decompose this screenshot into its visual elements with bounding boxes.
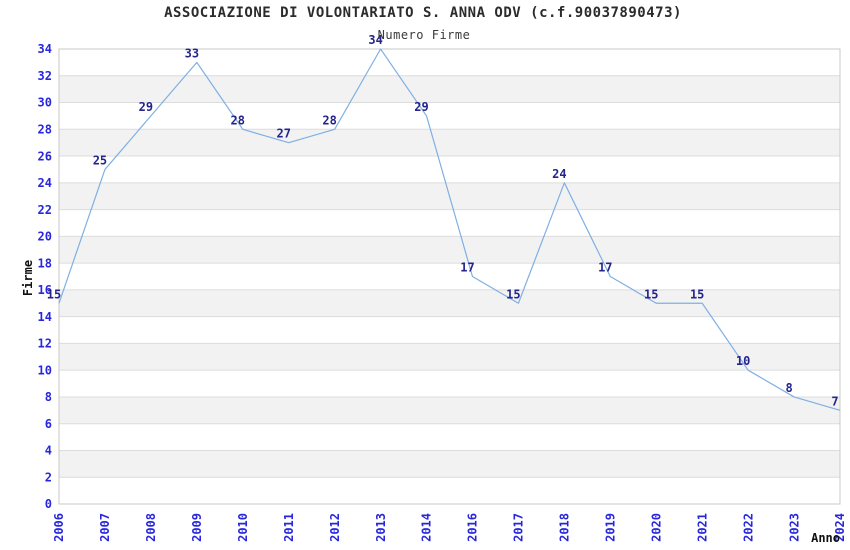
plot-band (59, 370, 840, 397)
plot-band (59, 423, 840, 451)
chart-title: ASSOCIAZIONE DI VOLONTARIATO S. ANNA ODV… (164, 5, 682, 21)
series-line (58, 48, 841, 411)
y-tick-label: 10 (38, 363, 52, 377)
data-point-label: 24 (552, 167, 566, 181)
y-tick-label: 4 (45, 444, 52, 458)
x-tick-label: 2011 (282, 513, 296, 542)
plot-band (59, 236, 840, 264)
data-point-label: 15 (506, 287, 520, 301)
data-point-label: 17 (598, 261, 612, 275)
plot-band (59, 209, 840, 237)
plot-frame (58, 48, 841, 505)
x-tick-label: 2022 (741, 513, 755, 542)
y-tick-label: 24 (38, 176, 52, 190)
data-point-label: 15 (47, 287, 61, 301)
chart-subtitle: Numero Firme (377, 28, 471, 42)
data-point-label: 34 (368, 33, 382, 47)
plot-band (59, 396, 840, 424)
x-tick-label: 2024 (833, 513, 847, 542)
x-tick-label: 2009 (190, 513, 204, 542)
data-point-label: 8 (785, 381, 792, 395)
plot-band (59, 49, 840, 76)
y-tick-label: 26 (38, 149, 52, 163)
plot-band (59, 75, 840, 103)
x-axis-title: Anno (811, 531, 840, 545)
plot-band (59, 343, 840, 371)
x-tick-label: 2020 (649, 513, 663, 542)
x-tick-label: 2006 (52, 513, 66, 542)
plot-band (59, 263, 840, 290)
x-tick-label: 2019 (603, 513, 617, 542)
x-tick-label: 2014 (420, 513, 434, 542)
data-point-label: 15 (644, 287, 658, 301)
data-point-label: 29 (139, 100, 153, 114)
x-tick-label: 2012 (328, 513, 342, 542)
y-tick-label: 12 (38, 337, 52, 351)
y-tick-label: 0 (45, 497, 52, 511)
plot-band (59, 450, 840, 478)
data-point-label: 17 (460, 261, 474, 275)
plot-band (59, 102, 840, 130)
y-tick-label: 30 (38, 96, 52, 110)
x-tick-label: 2016 (466, 513, 480, 542)
plot-band (59, 289, 840, 317)
y-tick-label: 32 (38, 69, 52, 83)
data-point-label: 27 (276, 127, 290, 141)
x-tick-label: 2010 (236, 513, 250, 542)
y-tick-label: 2 (45, 470, 52, 484)
y-tick-label: 14 (38, 310, 52, 324)
x-tick-label: 2023 (787, 513, 801, 542)
y-tick-label: 20 (38, 230, 52, 244)
x-tick-label: 2018 (558, 513, 572, 542)
y-tick-label: 28 (38, 122, 52, 136)
y-tick-label: 8 (45, 390, 52, 404)
data-point-label: 15 (690, 287, 704, 301)
x-tick-label: 2021 (695, 513, 709, 542)
x-tick-label: 2007 (98, 513, 112, 542)
plot-band (59, 316, 840, 344)
data-point-label: 10 (736, 354, 750, 368)
plot-band (59, 477, 840, 504)
y-tick-label: 34 (38, 42, 52, 56)
data-point-label: 7 (831, 394, 838, 408)
x-tick-label: 2013 (374, 513, 388, 542)
y-tick-label: 18 (38, 256, 52, 270)
y-tick-label: 16 (38, 283, 52, 297)
y-tick-label: 6 (45, 417, 52, 431)
plot-band (59, 129, 840, 157)
x-tick-label: 2008 (144, 513, 158, 542)
data-point-label: 25 (93, 153, 107, 167)
data-point-label: 33 (185, 46, 199, 60)
plot-band (59, 156, 840, 183)
data-point-label: 28 (322, 113, 336, 127)
y-axis-title: Firme (21, 259, 35, 297)
data-point-label: 29 (414, 100, 428, 114)
data-point-label: 28 (231, 113, 245, 127)
x-tick-label: 2017 (512, 513, 526, 542)
y-tick-label: 22 (38, 203, 52, 217)
